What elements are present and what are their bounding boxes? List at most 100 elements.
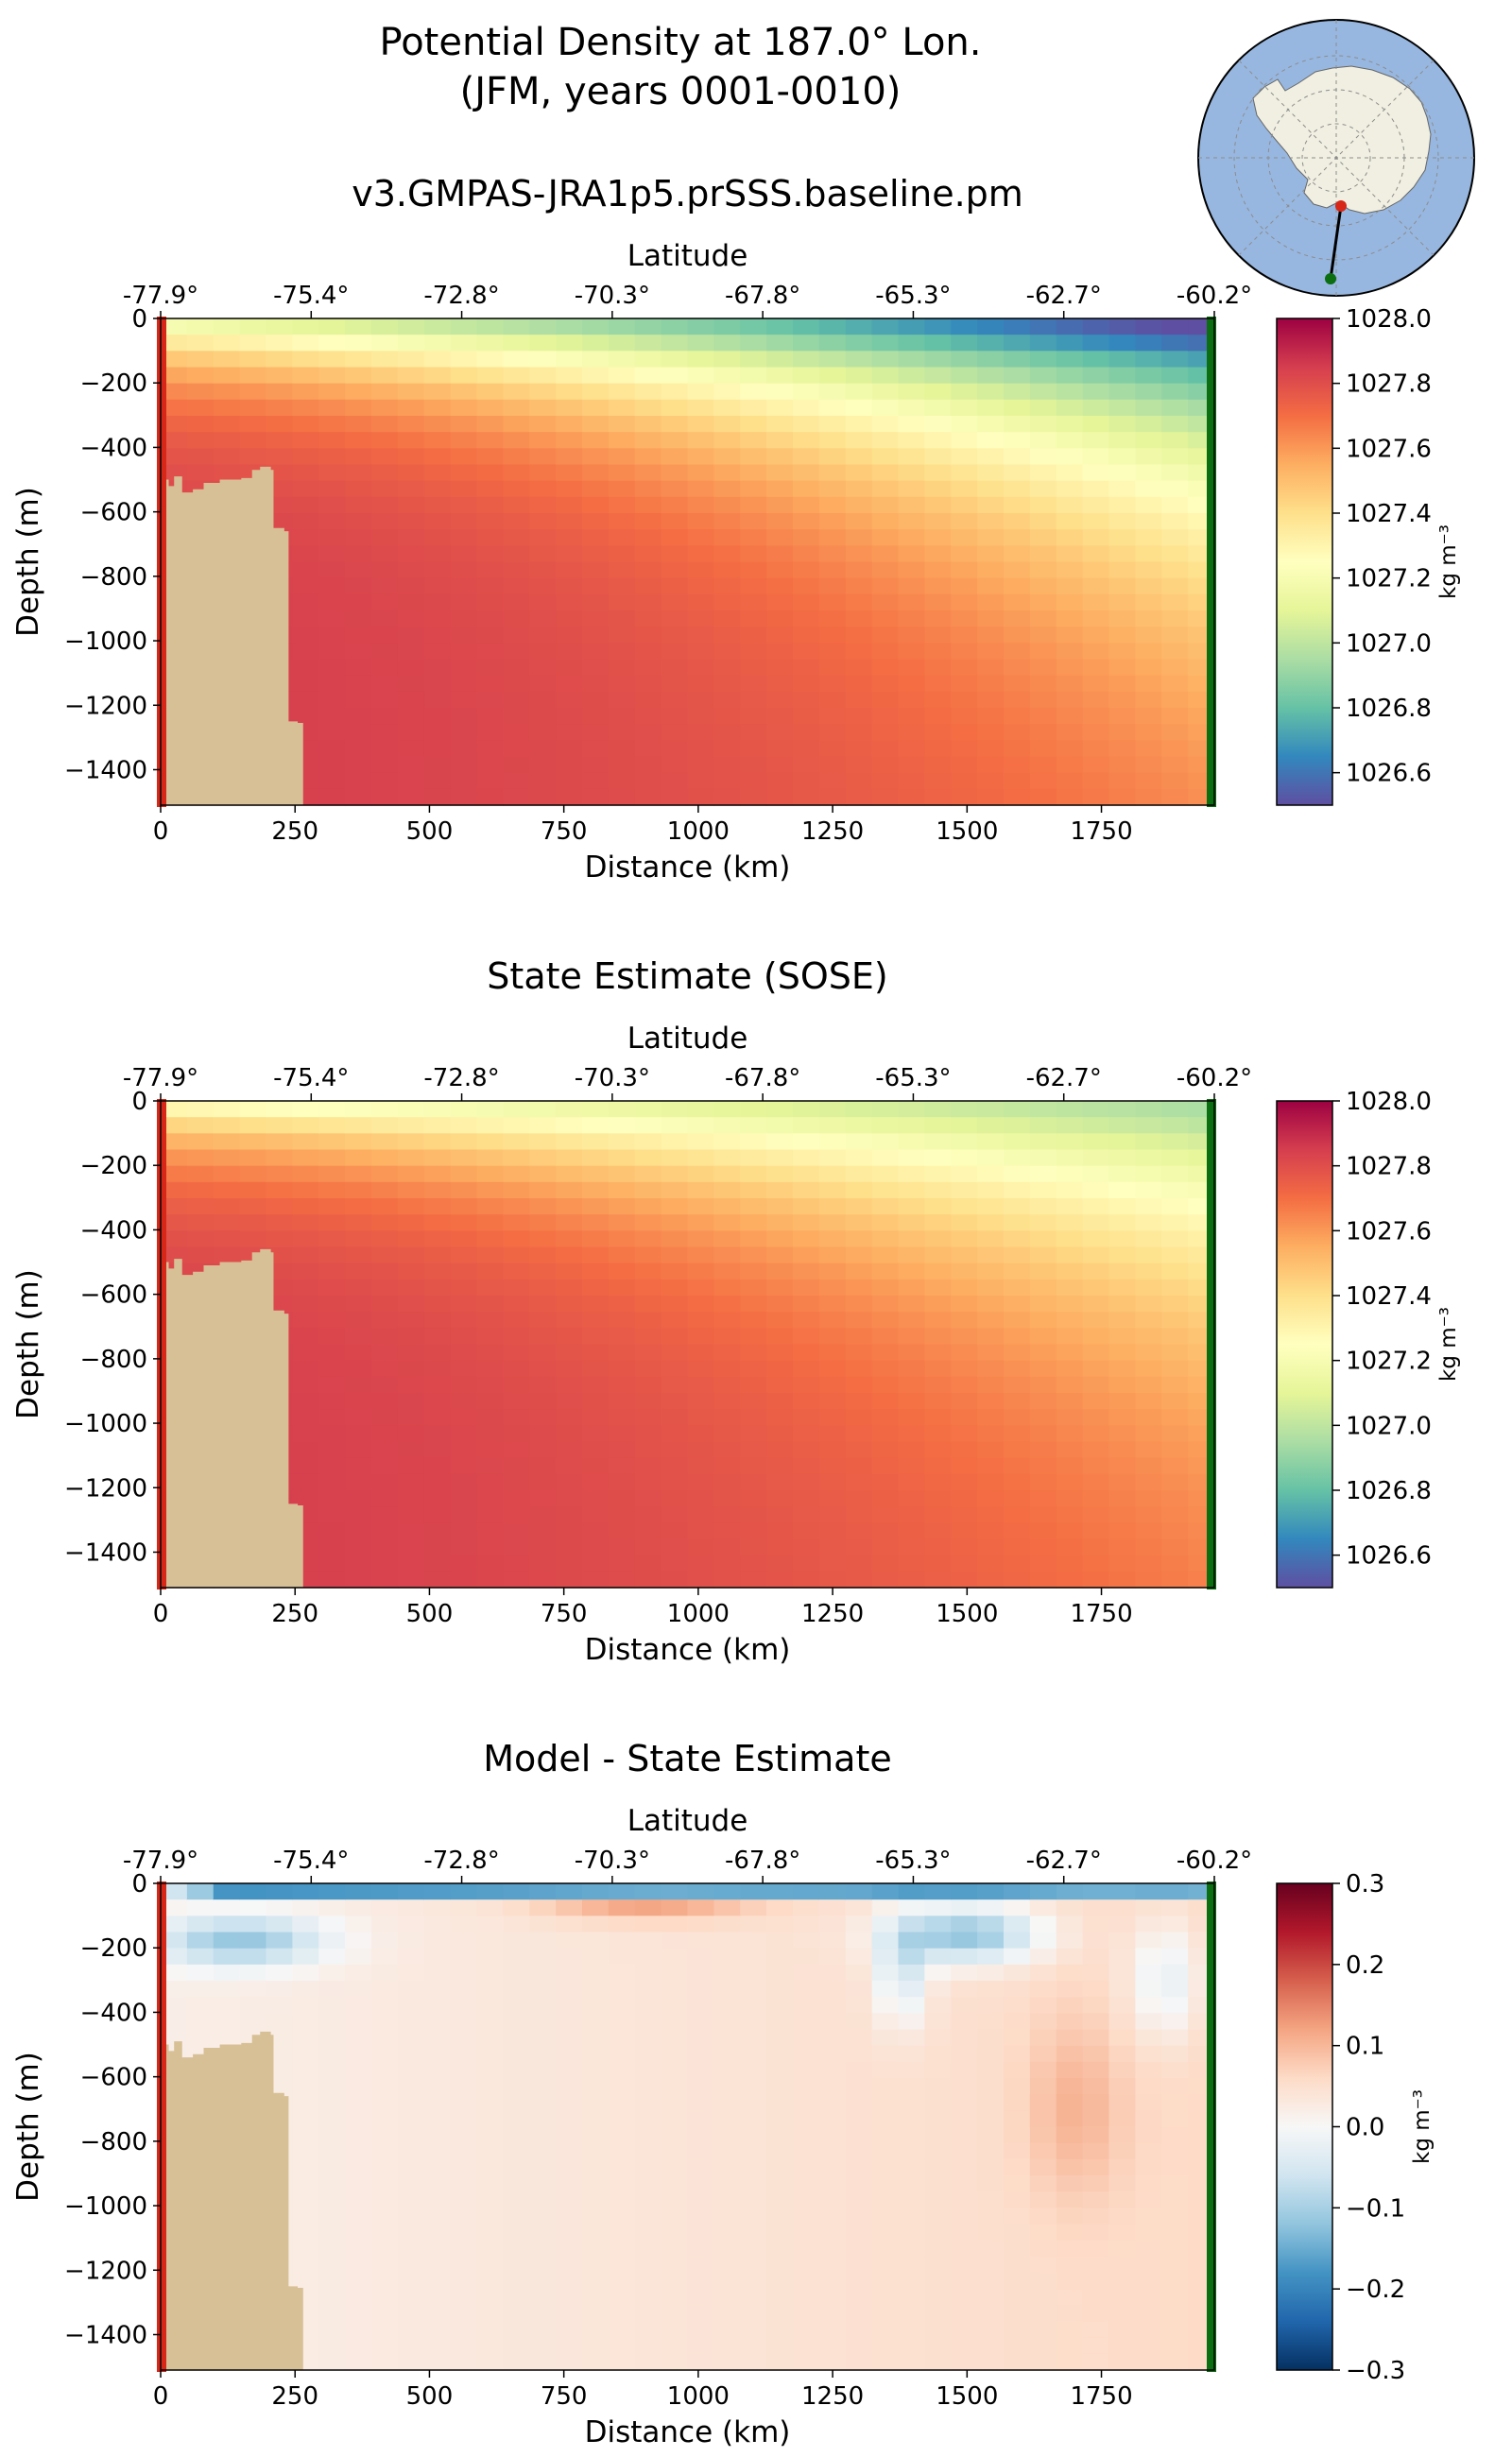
- heatmap-cell: [871, 545, 900, 563]
- heatmap-cell: [661, 1198, 689, 1215]
- heatmap-cell: [582, 772, 610, 790]
- heatmap-cell: [661, 318, 689, 335]
- heatmap-cell: [503, 1296, 530, 1313]
- heatmap-cell: [582, 464, 610, 482]
- heatmap-cell: [371, 513, 399, 530]
- heatmap-cell: [898, 1522, 925, 1540]
- heatmap-cell: [898, 1899, 925, 1916]
- heatmap-cell: [1108, 2321, 1136, 2339]
- heatmap-cell: [924, 1522, 952, 1540]
- heatmap-cell: [1029, 2273, 1057, 2290]
- heatmap-cell: [793, 351, 820, 369]
- heatmap-cell: [371, 335, 399, 352]
- heatmap-cell: [713, 1948, 741, 1966]
- heatmap-cell: [818, 2208, 847, 2225]
- heatmap-cell: [951, 2158, 978, 2176]
- heatmap-cell: [951, 1165, 978, 1183]
- heatmap-cell: [924, 432, 952, 449]
- heatmap-cell: [371, 643, 399, 661]
- heatmap-cell: [634, 2289, 662, 2306]
- heatmap-cell: [529, 2175, 557, 2192]
- heatmap-cell: [529, 2061, 557, 2079]
- heatmap-cell: [556, 1279, 583, 1297]
- heatmap-cell: [345, 1425, 372, 1443]
- heatmap-cell: [1161, 2224, 1189, 2242]
- heatmap-cell: [977, 1328, 1005, 1346]
- heatmap-cell: [766, 1883, 794, 1900]
- heatmap-cell: [292, 1296, 319, 1313]
- heatmap-cell: [793, 367, 820, 385]
- heatmap-cell: [1082, 1457, 1110, 1475]
- heatmap-cell: [582, 2208, 610, 2225]
- heatmap-cell: [1004, 1246, 1031, 1264]
- heatmap-cell: [213, 1101, 241, 1118]
- heatmap-cell: [687, 1296, 714, 1313]
- heatmap-cell: [634, 691, 662, 709]
- heatmap-cell: [1135, 1214, 1162, 1231]
- heatmap-cell: [1004, 2029, 1031, 2047]
- heatmap-cell: [529, 1506, 557, 1523]
- heatmap-cell: [951, 610, 978, 627]
- heatmap-cell: [818, 448, 847, 466]
- heatmap-cell: [1135, 1279, 1162, 1297]
- heatmap-cell: [450, 432, 478, 449]
- heatmap-cell: [1004, 1457, 1031, 1475]
- heatmap-cell: [713, 318, 741, 335]
- heatmap-cell: [1082, 1328, 1110, 1346]
- heatmap-cell: [1056, 2094, 1084, 2111]
- heatmap-cell: [871, 2158, 900, 2176]
- heatmap-cell: [1135, 2094, 1162, 2111]
- heatmap-cell: [608, 351, 636, 369]
- heatmap-cell: [213, 399, 241, 417]
- heatmap-cell: [1056, 1246, 1084, 1264]
- heatmap-cell: [1135, 2321, 1162, 2339]
- heatmap-cell: [608, 724, 636, 741]
- heatmap-cell: [845, 432, 873, 449]
- heatmap-cell: [1135, 1457, 1162, 1475]
- heatmap-cell: [397, 1198, 425, 1215]
- heatmap-cell: [397, 2045, 425, 2063]
- lat-tick-label: -75.4°: [273, 282, 349, 310]
- y-tick-label: −800: [80, 563, 147, 592]
- heatmap-cell: [397, 1263, 425, 1280]
- heatmap-cell: [1161, 1490, 1189, 1507]
- heatmap-cell: [713, 643, 741, 661]
- heatmap-cell: [1056, 1181, 1084, 1199]
- heatmap-cell: [556, 1932, 583, 1950]
- heatmap-cell: [423, 2337, 452, 2355]
- heatmap-cell: [871, 2256, 900, 2274]
- heatmap-cell: [740, 1279, 767, 1297]
- heatmap-cell: [845, 1279, 873, 1297]
- heatmap-cell: [476, 1133, 504, 1151]
- heatmap-cell: [898, 708, 925, 725]
- heatmap-cell: [766, 416, 794, 433]
- heatmap-cell: [397, 1883, 425, 1900]
- heatmap-cell: [476, 1932, 504, 1950]
- heatmap-cell: [977, 577, 1005, 595]
- heatmap-cell: [1082, 610, 1110, 627]
- heatmap-cell: [371, 2240, 399, 2258]
- heatmap-cell: [450, 1376, 478, 1394]
- heatmap-cell: [1108, 788, 1136, 806]
- heatmap-cell: [1108, 643, 1136, 661]
- heatmap-cell: [503, 1571, 530, 1589]
- heatmap-cell: [582, 2273, 610, 2290]
- heatmap-cell: [476, 627, 504, 644]
- heatmap-cell: [740, 772, 767, 790]
- heatmap-cell: [1108, 2110, 1136, 2128]
- heatmap-cell: [1004, 1555, 1031, 1572]
- heatmap-cell: [476, 2110, 504, 2128]
- seafloor-land-mask: [161, 1248, 303, 1588]
- heatmap-cell: [951, 2224, 978, 2242]
- heatmap-cell: [845, 1263, 873, 1280]
- heatmap-cell: [529, 1441, 557, 1459]
- heatmap-cell: [1056, 1490, 1084, 1507]
- colorbar-tick-label: 1026.8: [1346, 695, 1432, 723]
- heatmap-cell: [687, 496, 714, 514]
- heatmap-cell: [371, 691, 399, 709]
- heatmap-cell: [1004, 1393, 1031, 1410]
- heatmap-cell: [476, 708, 504, 725]
- heatmap-cell: [1135, 399, 1162, 417]
- heatmap-cell: [1056, 480, 1084, 498]
- heatmap-cell: [556, 383, 583, 401]
